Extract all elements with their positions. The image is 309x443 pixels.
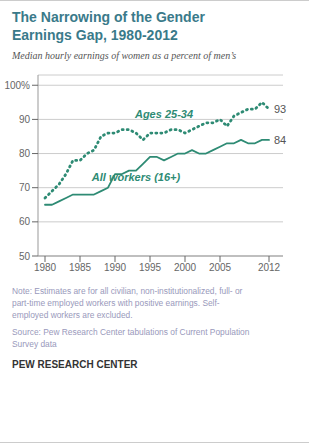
svg-text:50: 50	[19, 251, 31, 262]
html-text:PEW RESEARCH CENTER: PEW RESEARCH CENTER	[12, 358, 138, 370]
svg-text:80: 80	[19, 148, 31, 159]
html-text:Earnings Gap, 1980-2012: Earnings Gap, 1980-2012	[12, 26, 178, 43]
svg-text:Ages 25-34: Ages 25-34	[134, 108, 193, 120]
html-text:Source: Pew Research Center ta: Source: Pew Research Center tabulations …	[12, 327, 250, 338]
svg-text:2000: 2000	[174, 262, 197, 273]
svg-text:84: 84	[274, 134, 286, 146]
svg-text:1990: 1990	[104, 262, 127, 273]
html-text:Note: Estimates are for all ci: Note: Estimates are for all civilian, no…	[12, 286, 243, 296]
svg-text:2012: 2012	[258, 262, 281, 273]
html-text:The Narrowing of the Gender: The Narrowing of the Gender	[12, 9, 205, 25]
svg-text:1995: 1995	[139, 262, 162, 273]
svg-text:1985: 1985	[69, 262, 92, 273]
svg-text:90: 90	[19, 114, 31, 125]
html-text:employed workers are excluded.: employed workers are excluded.	[12, 309, 133, 320]
svg-text:100%: 100%	[8, 80, 30, 91]
svg-text:2005: 2005	[209, 262, 232, 273]
svg-text:All workers (16+): All workers (16+)	[91, 171, 181, 183]
svg-text:60: 60	[19, 216, 31, 227]
svg-text:1980: 1980	[34, 262, 57, 273]
html-text:part-time employed workers wit: part-time employed workers with positive…	[12, 297, 220, 308]
html-text:Median hourly earnings of wome: Median hourly earnings of women as a per…	[12, 50, 237, 61]
html-text:Survey data: Survey data	[12, 339, 57, 350]
svg-text:93: 93	[274, 103, 286, 115]
svg-text:70: 70	[19, 182, 31, 193]
